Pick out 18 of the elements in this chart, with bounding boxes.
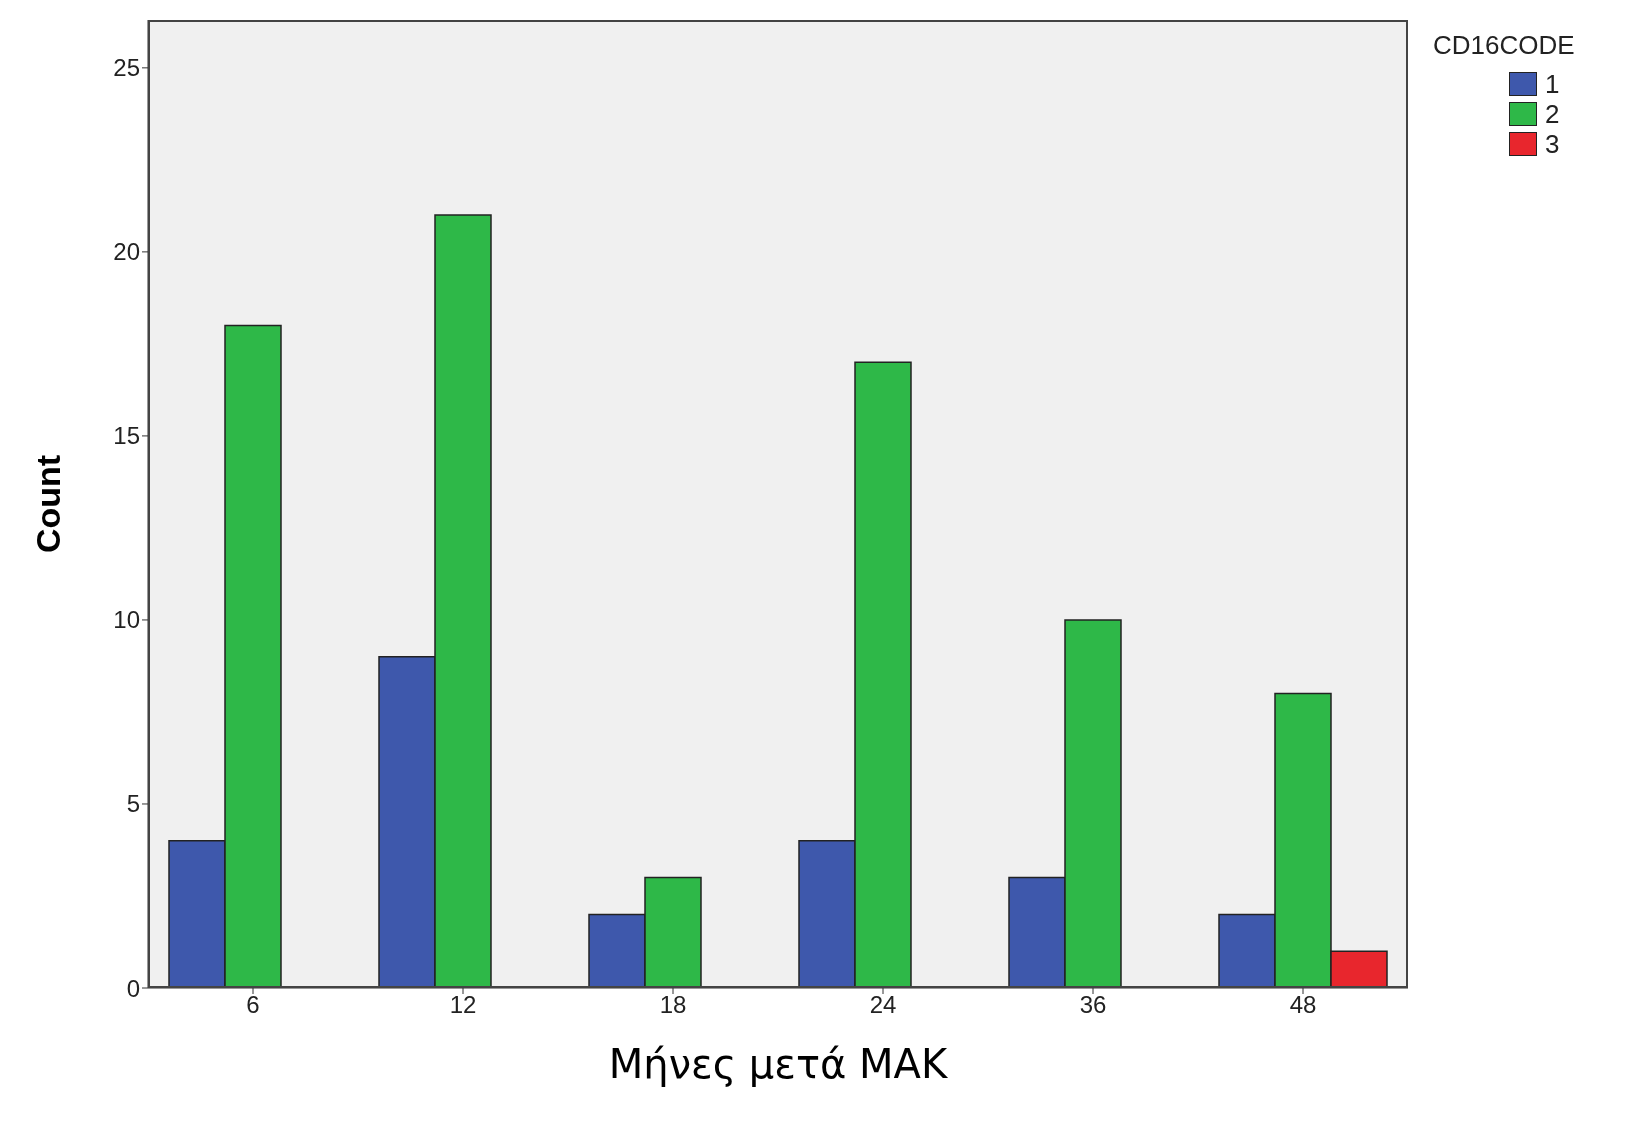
y-tick-label: 0: [126, 974, 140, 1002]
y-tick-label: 5: [126, 790, 140, 818]
legend-label: 2: [1545, 98, 1560, 130]
y-tick-label: 20: [113, 238, 140, 266]
y-tick-label: 10: [113, 606, 140, 634]
legend-label: 3: [1545, 128, 1560, 160]
x-axis-title: Μήνες μετά MAK: [608, 1041, 949, 1087]
x-tick-label: 48: [1289, 991, 1317, 1019]
y-tick-label: 25: [113, 54, 140, 82]
x-tick-label: 18: [659, 991, 687, 1019]
x-tick-label: 6: [246, 991, 260, 1019]
x-tick-label: 36: [1079, 991, 1107, 1019]
y-tick-label: 15: [113, 422, 140, 450]
x-tick-label: 24: [869, 991, 897, 1019]
y-axis-title: Count: [29, 454, 68, 554]
x-tick-label: 12: [449, 991, 477, 1019]
legend-title: CD16CODE: [1433, 30, 1575, 61]
legend-label: 1: [1545, 68, 1560, 100]
